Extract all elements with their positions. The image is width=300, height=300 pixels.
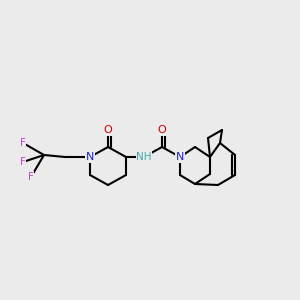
Text: O: O [158,125,166,135]
Text: O: O [103,125,112,135]
Text: F: F [20,138,26,148]
Text: N: N [176,152,184,162]
Text: F: F [20,157,26,167]
Text: F: F [28,172,34,182]
Text: N: N [86,152,94,162]
Text: NH: NH [136,152,152,162]
